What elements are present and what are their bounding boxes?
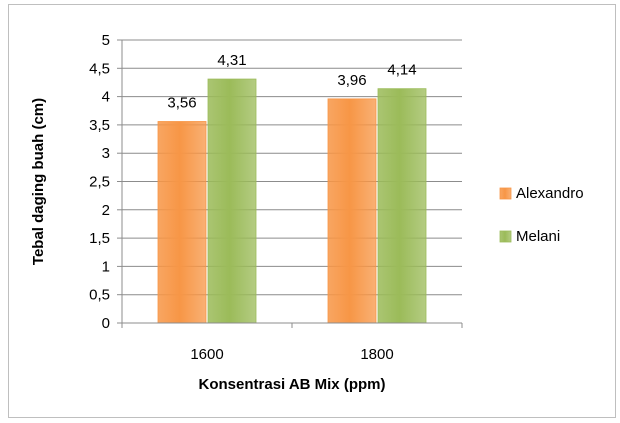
bar-alexandro-1600: [157, 121, 207, 324]
data-label: 4,14: [387, 62, 416, 79]
y-axis-title: Tebal daging buah (cm): [30, 98, 47, 265]
bar-alexandro-1800: [327, 98, 377, 324]
legend-swatch-alexandro: [499, 187, 512, 200]
y-tick-label: 3,5: [89, 117, 110, 134]
legend: Alexandro Melani: [499, 185, 584, 245]
data-label: 3,56: [167, 95, 196, 112]
legend-label-alexandro: Alexandro: [516, 185, 584, 202]
y-tick-label: 0: [102, 315, 110, 332]
y-tick-label: 2,5: [89, 174, 110, 191]
x-tick-label: 1800: [360, 346, 393, 363]
bar-melani-1600: [207, 78, 257, 324]
x-tick-labels: 1600 1800: [190, 346, 393, 363]
axes: [117, 39, 463, 328]
legend-label-melani: Melani: [516, 228, 560, 245]
y-tick-label: 1: [102, 258, 110, 275]
data-label: 3,96: [337, 72, 366, 89]
x-tick-label: 1600: [190, 346, 223, 363]
data-label: 4,31: [217, 52, 246, 69]
y-tick-label: 4: [102, 89, 110, 106]
chart-frame: [8, 4, 616, 418]
y-tick-label: 4,5: [89, 60, 110, 77]
bar-melani-1800: [377, 88, 427, 324]
y-tick-label: 3: [102, 145, 110, 162]
y-tick-label: 2: [102, 202, 110, 219]
data-labels: 3,56 4,31 3,96 4,14: [167, 52, 416, 111]
x-axis-title: Konsentrasi AB Mix (ppm): [199, 376, 386, 393]
y-tick-label: 5: [102, 32, 110, 49]
bars: [157, 78, 427, 324]
y-tick-label: 1,5: [89, 230, 110, 247]
legend-swatch-melani: [499, 230, 512, 243]
y-tick-labels: 0 0,5 1 1,5 2 2,5 3 3,5 4 4,5 5: [89, 32, 110, 332]
y-tick-label: 0,5: [89, 287, 110, 304]
